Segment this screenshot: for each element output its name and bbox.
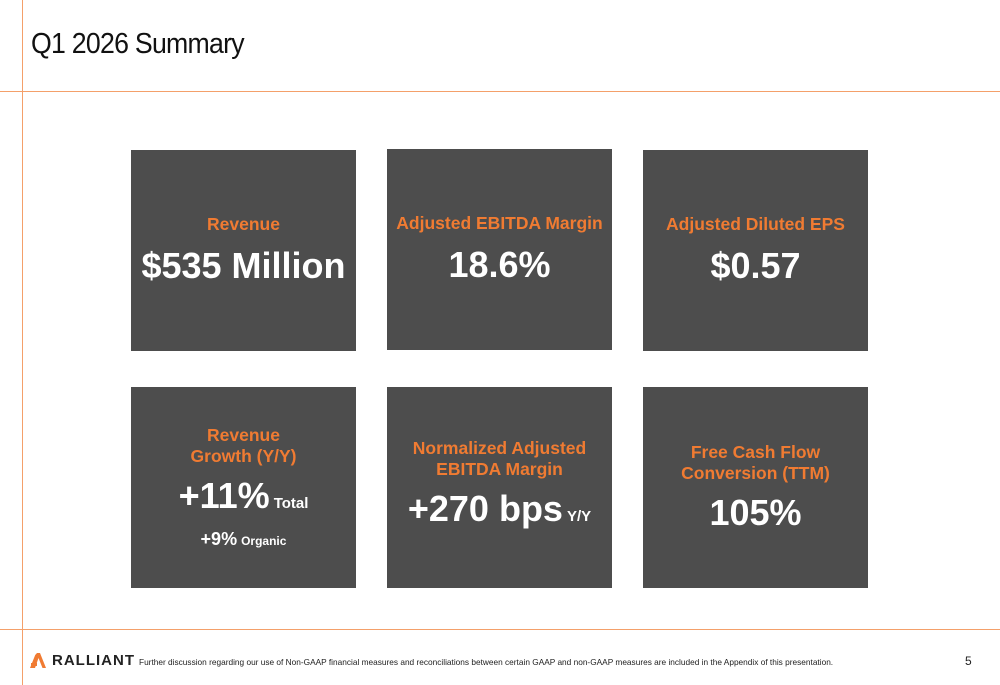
metric-card-eps: Adjusted Diluted EPS $0.57 — [643, 150, 868, 351]
page-title: Q1 2026 Summary — [31, 28, 245, 60]
metric-secondary-suffix: Organic — [241, 534, 287, 548]
metric-value: 18.6% — [448, 244, 551, 285]
title-divider — [0, 91, 1000, 92]
metric-card-revenue: Revenue $535 Million — [131, 150, 356, 351]
metric-value: 105% — [709, 491, 802, 533]
metric-card-revenue-growth: Revenue Growth (Y/Y) +11% Total +9% Organi… — [131, 387, 356, 588]
metric-card-normalized-ebitda: Normalized Adjusted EBITDA Margin +270 b… — [387, 387, 612, 588]
logo-wordmark: RALLIANT — [52, 652, 135, 669]
left-rule — [22, 0, 23, 685]
footer-divider — [0, 629, 1000, 630]
metric-card-fcf-conversion: Free Cash Flow Conversion (TTM) 105% — [643, 387, 868, 588]
metric-label: Normalized Adjusted EBITDA Margin — [412, 437, 587, 479]
page-number: 5 — [965, 654, 972, 668]
ralliant-mark-icon — [30, 653, 46, 668]
metric-value-row: +270 bps Y/Y — [408, 488, 591, 538]
ralliant-logo: RALLIANT — [30, 652, 135, 669]
metric-value: +270 bps — [407, 487, 563, 529]
metric-label: Revenue Growth (Y/Y) — [190, 425, 297, 466]
metric-label: Free Cash Flow Conversion (TTM) — [681, 441, 830, 483]
metric-suffix: Y/Y — [566, 507, 592, 525]
metric-value: $0.57 — [710, 245, 801, 286]
metric-value-row: +11% Total — [179, 475, 309, 525]
metric-value: $535 Million — [141, 245, 346, 286]
footnote: Further discussion regarding our use of … — [139, 657, 834, 667]
metric-secondary-value: +9% — [200, 529, 238, 549]
metric-label: Revenue — [207, 214, 280, 234]
metric-value: +11% — [178, 475, 270, 516]
metric-secondary-row: +9% Organic — [201, 529, 287, 550]
metric-label: Adjusted Diluted EPS — [666, 214, 845, 234]
metric-label: Adjusted EBITDA Margin — [396, 213, 603, 233]
metric-suffix: Total — [273, 495, 309, 512]
metric-card-ebitda-margin: Adjusted EBITDA Margin 18.6% — [387, 149, 612, 350]
